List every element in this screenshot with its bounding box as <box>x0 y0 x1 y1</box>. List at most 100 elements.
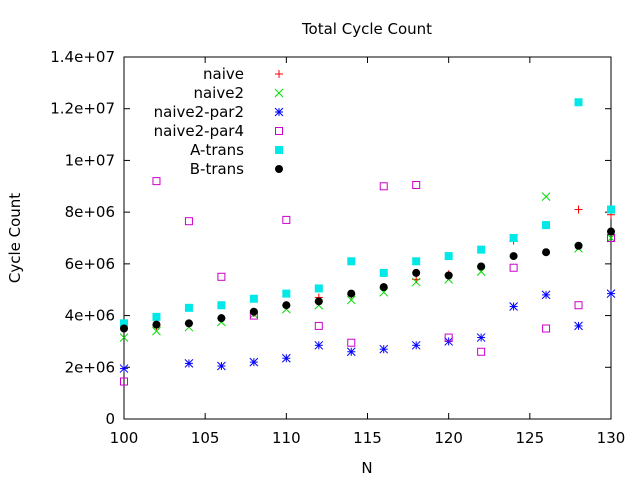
x-tick-label: 100 <box>110 429 139 447</box>
data-point <box>282 289 291 298</box>
data-point <box>509 252 518 261</box>
legend-label: naive2 <box>193 84 244 102</box>
data-point <box>347 338 356 347</box>
data-point <box>249 294 258 303</box>
data-point <box>152 177 161 186</box>
data-point <box>120 319 128 328</box>
data-point <box>509 263 518 272</box>
data-point <box>542 324 551 333</box>
y-tick-label: 1.2e+07 <box>50 100 115 118</box>
data-point <box>444 333 453 342</box>
legend: naivenaive2naive2-par2naive2-par4A-trans… <box>154 65 284 178</box>
data-point <box>476 333 486 342</box>
data-point <box>607 205 615 214</box>
data-point <box>477 245 486 254</box>
data-point <box>314 340 324 350</box>
data-point <box>607 227 615 236</box>
legend-marker <box>275 146 283 154</box>
legend-marker <box>274 88 284 98</box>
y-tick-label: 6e+06 <box>65 255 115 273</box>
legend-label: B-trans <box>190 160 244 178</box>
series-naive2-par2 <box>119 289 616 373</box>
data-point <box>574 321 583 331</box>
legend-label: naive <box>203 65 244 83</box>
x-tick-label: 130 <box>597 429 626 447</box>
data-point <box>379 283 388 292</box>
y-tick-label: 1e+07 <box>65 151 115 169</box>
data-point <box>412 180 421 189</box>
legend-marker <box>274 107 284 117</box>
data-point <box>119 364 129 373</box>
data-point <box>120 324 128 333</box>
data-point <box>509 302 518 311</box>
legend-marker <box>275 127 283 135</box>
chart-title: Total Cycle Count <box>301 20 432 38</box>
data-point <box>542 221 551 230</box>
x-tick-label: 105 <box>191 429 220 447</box>
y-tick-label: 1.4e+07 <box>50 48 115 66</box>
data-point <box>412 257 421 266</box>
legend-marker <box>275 70 283 78</box>
data-point <box>542 248 551 257</box>
data-point <box>314 297 323 306</box>
data-point <box>477 347 486 356</box>
series-B-trans <box>120 227 615 333</box>
data-point <box>249 307 258 316</box>
data-point <box>184 359 194 368</box>
data-point <box>541 192 551 201</box>
data-point <box>217 272 226 281</box>
x-axis-label: N <box>361 459 372 477</box>
data-point <box>152 320 161 329</box>
data-point <box>281 353 291 363</box>
data-point <box>509 234 518 242</box>
data-point <box>346 347 356 357</box>
data-point <box>184 217 193 226</box>
data-point <box>184 303 193 312</box>
data-point <box>119 333 129 342</box>
data-point <box>412 268 421 277</box>
data-point <box>282 215 291 224</box>
x-tick-label: 125 <box>516 429 545 447</box>
y-tick-label: 2e+06 <box>65 358 115 376</box>
legend-label: naive2-par4 <box>154 122 244 140</box>
data-point <box>574 205 583 214</box>
data-point <box>574 301 583 310</box>
axis-ticks: 100 105 110 115 120 125 130 0 2e+06 4e+06 6e+06 8e+… <box>50 48 625 447</box>
data-point <box>347 257 356 266</box>
data-point <box>411 277 421 287</box>
data-point <box>152 312 161 321</box>
data-point <box>314 321 323 330</box>
data-point <box>347 289 356 298</box>
data-point <box>184 319 193 328</box>
data-point <box>152 326 161 336</box>
data-point <box>411 340 421 350</box>
legend-label: A-trans <box>190 141 244 159</box>
x-tick-label: 110 <box>272 429 301 447</box>
data-point <box>346 295 356 305</box>
legend-label: naive2-par2 <box>154 103 244 121</box>
data-point <box>606 233 616 243</box>
y-axis-label: Cycle Count <box>6 193 24 283</box>
data-point <box>574 241 583 250</box>
data-point <box>379 182 388 191</box>
data-point <box>217 314 226 323</box>
y-tick-label: 0 <box>105 410 115 428</box>
legend-marker <box>275 165 283 173</box>
data-point <box>477 262 486 271</box>
data-point <box>314 284 323 293</box>
data-point <box>379 344 389 354</box>
data-point <box>249 357 259 367</box>
y-tick-label: 4e+06 <box>65 307 115 325</box>
x-tick-label: 115 <box>353 429 382 447</box>
series-naive2-par4 <box>120 177 615 386</box>
data-point <box>120 377 128 386</box>
x-tick-label: 120 <box>434 429 463 447</box>
data-point <box>574 98 583 107</box>
data-point <box>444 252 453 261</box>
data-point <box>541 290 551 300</box>
data-point <box>217 361 226 371</box>
data-point <box>282 301 291 310</box>
data-points <box>119 98 616 386</box>
data-point <box>379 268 388 277</box>
